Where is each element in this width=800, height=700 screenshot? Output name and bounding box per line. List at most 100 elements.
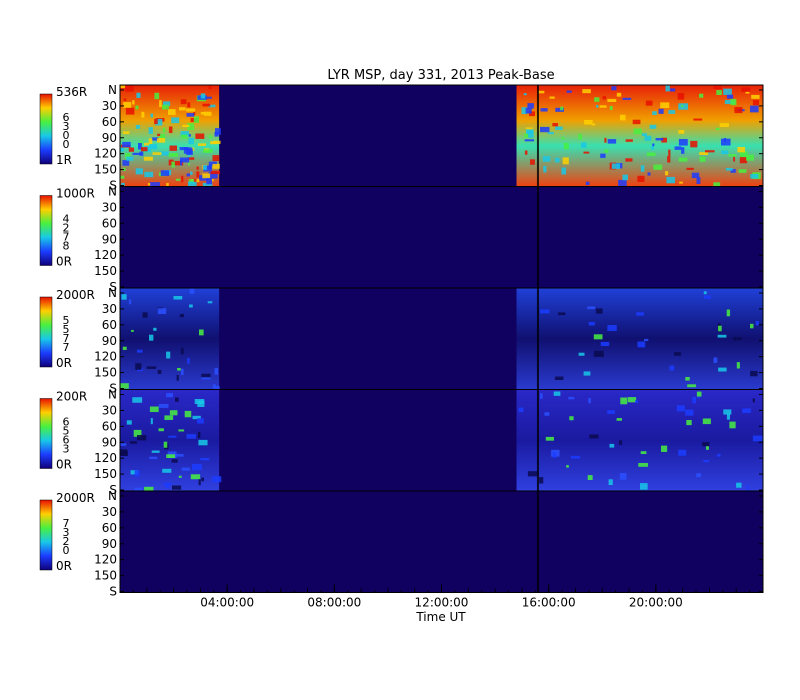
speckle (171, 117, 180, 124)
speckle (739, 151, 748, 159)
colorbar-code-digit: 4 (63, 213, 70, 226)
speckle (208, 85, 212, 90)
speckle (644, 338, 649, 342)
speckle (189, 304, 193, 308)
speckle (540, 108, 548, 112)
speckle (649, 124, 657, 129)
speckle (750, 370, 758, 377)
speckle (157, 369, 162, 374)
speckle (188, 179, 196, 185)
speckle (566, 465, 569, 468)
colorbar-code-digit: 0 (63, 129, 70, 142)
speckle (679, 181, 683, 184)
speckle (752, 100, 760, 106)
y-tick-label: 120 (94, 553, 117, 567)
speckle (530, 159, 535, 165)
speckle (208, 161, 217, 166)
speckle (589, 434, 599, 439)
speckle (204, 111, 212, 116)
speckle (652, 111, 657, 116)
speckle (186, 108, 196, 112)
speckle (132, 100, 135, 105)
colorbar (39, 499, 53, 571)
speckle (717, 323, 721, 327)
speckle (203, 165, 212, 172)
y-tick-label: S (109, 483, 117, 497)
speckle (637, 175, 645, 183)
speckle (616, 418, 622, 421)
colorbar-code-digit: 3 (63, 526, 70, 539)
colorbar-min-label: 0R (56, 559, 72, 573)
colorbar-min-label: 0R (56, 255, 72, 269)
speckle (719, 123, 729, 127)
speckle (200, 93, 206, 99)
speckle (189, 288, 195, 294)
speckle (691, 172, 700, 179)
speckle (718, 325, 722, 332)
data-segment-2 (516, 389, 763, 491)
speckle (144, 486, 154, 492)
speckle (607, 139, 617, 144)
speckle (538, 90, 545, 94)
speckle (160, 170, 170, 176)
colorbar (39, 296, 53, 368)
speckle (725, 168, 733, 171)
speckle (176, 375, 179, 381)
speckle (202, 173, 211, 179)
speckle (702, 442, 710, 447)
colorbar-code-digit: 6 (63, 434, 70, 447)
speckle (739, 157, 748, 164)
speckle (544, 412, 550, 416)
speckle (175, 178, 181, 181)
speckle (149, 406, 159, 413)
y-tick-label: 150 (94, 163, 117, 177)
panels-group: N306090120150S536R1R6300N306090120150S10… (39, 83, 764, 599)
speckle (202, 182, 213, 189)
speckle (668, 149, 671, 157)
speckle (188, 162, 191, 166)
speckle (120, 175, 125, 179)
speckle (160, 151, 169, 156)
speckle (678, 157, 688, 162)
speckle (135, 363, 142, 370)
speckle (674, 352, 681, 356)
speckle (690, 140, 698, 148)
y-tick-label: N (108, 83, 117, 97)
speckle (139, 151, 144, 156)
speckle (141, 111, 145, 118)
y-tick-label: 90 (102, 131, 117, 145)
y-tick-label: 150 (94, 264, 117, 278)
speckle (168, 152, 179, 157)
speckle (585, 181, 590, 185)
speckle (665, 85, 670, 92)
speckle (148, 127, 153, 134)
speckle (163, 441, 168, 448)
speckle (539, 477, 544, 484)
speckle (172, 485, 182, 490)
speckle (552, 452, 557, 458)
speckle (202, 103, 211, 107)
speckle (190, 171, 193, 175)
speckle (527, 103, 534, 109)
speckle (678, 139, 688, 146)
speckle (668, 110, 676, 114)
speckle (604, 137, 607, 143)
speckle (554, 376, 564, 380)
speckle (646, 152, 656, 157)
speckle (133, 429, 142, 437)
speckle (123, 102, 132, 108)
y-tick-label: 60 (102, 419, 117, 433)
speckle (750, 323, 754, 329)
speckle (168, 159, 174, 166)
speckle (212, 476, 222, 483)
speckle (661, 137, 668, 143)
speckle (150, 182, 160, 188)
speckle (206, 178, 212, 185)
speckle (120, 85, 126, 89)
speckle (203, 165, 207, 170)
speckle (523, 93, 527, 96)
speckle (151, 450, 160, 453)
speckle (633, 128, 642, 135)
